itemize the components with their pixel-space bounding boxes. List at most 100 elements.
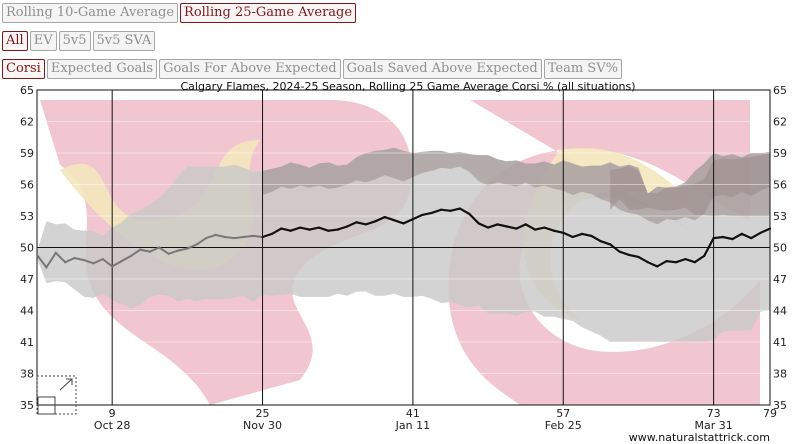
- x-tick-label: 9: [109, 407, 116, 420]
- y-tick-label: 50: [20, 242, 34, 255]
- chart-grid: [36, 89, 771, 406]
- data-point: [289, 229, 292, 232]
- data-point: [721, 235, 725, 239]
- metric-selector: Corsi Expected Goals Goals For Above Exp…: [2, 59, 622, 79]
- data-point: [750, 236, 753, 240]
- data-point: [139, 248, 142, 251]
- zoom-reset-icon[interactable]: [36, 375, 77, 415]
- average-window-selector: Rolling 10-Game Average Rolling 25-Game …: [2, 3, 357, 23]
- y-axis-left: 35 38 41 44 47 50 53 56 59 62 65: [20, 84, 34, 412]
- situation-5v5-button[interactable]: 5v5: [58, 31, 91, 51]
- data-point: [186, 247, 189, 250]
- data-point: [712, 236, 715, 240]
- y-tick-label: 53: [20, 210, 34, 223]
- data-point: [101, 257, 104, 261]
- metric-team-sv-button[interactable]: Team SV%: [543, 59, 622, 79]
- data-point: [543, 226, 546, 229]
- data-point: [656, 265, 659, 268]
- inner-band: [610, 153, 770, 216]
- data-point: [571, 235, 574, 239]
- corsi-chart: 35 38 41 44 47 50 53 56 59 62 65 35 38 41 44 47 50 53 56 5…: [20, 80, 787, 444]
- data-point: [308, 228, 311, 231]
- data-point: [421, 213, 424, 217]
- y-tick-label-right: 65: [773, 84, 787, 97]
- data-point: [665, 260, 668, 263]
- data-point: [317, 226, 321, 229]
- data-point: [346, 225, 349, 228]
- x-tick-label: 79: [763, 407, 777, 420]
- data-point: [740, 232, 743, 235]
- metric-corsi-button[interactable]: Corsi: [2, 59, 45, 79]
- plot-border: [36, 89, 771, 406]
- data-point: [580, 232, 584, 235]
- data-point: [176, 249, 180, 252]
- y-tick-label: 47: [20, 273, 34, 286]
- data-point: [768, 227, 772, 230]
- range-bands: [37, 147, 770, 342]
- data-point: [129, 254, 133, 257]
- data-point: [562, 231, 565, 234]
- data-point: [364, 223, 368, 226]
- data-point: [355, 221, 358, 224]
- data-point: [496, 223, 499, 226]
- data-point: [92, 262, 95, 265]
- data-point: [411, 218, 414, 221]
- y-tick-label: 38: [20, 368, 34, 381]
- data-point: [759, 231, 762, 234]
- x-date-label: Mar 31: [694, 419, 732, 432]
- situation-all-button[interactable]: All: [2, 31, 28, 51]
- data-point: [693, 261, 696, 264]
- y-tick-label-right: 47: [773, 273, 787, 286]
- data-point: [609, 243, 612, 246]
- data-point: [468, 212, 471, 215]
- data-point: [158, 246, 161, 249]
- data-point: [515, 227, 518, 230]
- data-point: [590, 234, 593, 238]
- data-point: [252, 234, 255, 238]
- y-tick-label: 65: [20, 84, 34, 97]
- data-point: [618, 250, 621, 253]
- x-tick-label: 25: [256, 407, 270, 420]
- data-point: [533, 228, 537, 231]
- y-tick-label: 59: [20, 147, 34, 160]
- metric-expected-goals-button[interactable]: Expected Goals: [46, 59, 158, 79]
- y-tick-label-right: 41: [773, 336, 787, 349]
- situation-selector: All EV 5v5 5v5 SVA: [2, 31, 156, 51]
- data-point: [336, 228, 339, 231]
- x-date-label: Oct 28: [94, 419, 131, 432]
- data-point: [524, 223, 527, 226]
- y-tick-label-right: 44: [773, 305, 787, 318]
- data-point: [393, 219, 396, 222]
- data-point: [242, 235, 245, 239]
- x-date-label: Jan 11: [395, 419, 430, 432]
- data-point: [402, 222, 405, 225]
- data-point: [430, 211, 433, 214]
- y-tick-label: 56: [20, 179, 34, 192]
- data-point: [205, 236, 208, 240]
- metric-gfax-button[interactable]: Goals For Above Expected: [159, 59, 341, 79]
- data-point: [82, 259, 86, 262]
- site-credit: www.naturalstattrick.com: [629, 431, 770, 444]
- y-tick-label-right: 35: [773, 399, 787, 412]
- x-tick-label: 41: [406, 407, 420, 420]
- metric-gsax-button[interactable]: Goals Saved Above Expected: [342, 59, 542, 79]
- situation-ev-button[interactable]: EV: [29, 31, 57, 51]
- rolling-25-game-button[interactable]: Rolling 25-Game Average: [180, 3, 357, 23]
- data-point: [627, 253, 631, 256]
- y-tick-label-right: 59: [773, 147, 787, 160]
- data-point: [477, 222, 480, 225]
- situation-5v5-sva-button[interactable]: 5v5 SVA: [92, 31, 156, 51]
- data-point: [449, 209, 452, 212]
- y-tick-label-right: 38: [773, 368, 787, 381]
- data-point: [637, 255, 640, 259]
- data-point: [599, 240, 602, 243]
- data-point: [674, 261, 678, 264]
- data-point: [280, 227, 283, 230]
- rolling-10-game-button[interactable]: Rolling 10-Game Average: [2, 3, 179, 23]
- data-point: [148, 250, 151, 253]
- data-point: [270, 232, 274, 235]
- data-point: [439, 208, 443, 211]
- data-point: [703, 254, 706, 257]
- y-tick-label-right: 62: [773, 116, 787, 129]
- y-axis-right: 35 38 41 44 47 50 53 56 59 62 65: [773, 84, 787, 412]
